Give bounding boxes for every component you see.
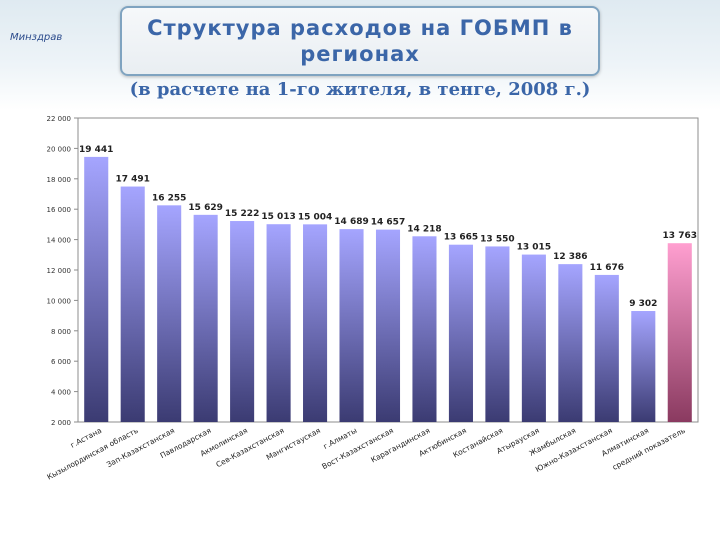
y-tick-label: 20 000: [47, 145, 72, 153]
y-tick-label: 14 000: [47, 237, 72, 245]
y-tick-label: 12 000: [47, 267, 72, 275]
bar: [339, 229, 364, 422]
bar: [266, 224, 291, 422]
bar: [375, 229, 401, 422]
y-axis: 2 000 4 000 6 000 8 000 10 000 12 000 14 000 16…: [47, 115, 78, 427]
bar: [594, 274, 619, 422]
bar-value-label: 9 302: [629, 299, 657, 309]
bar: [193, 214, 218, 422]
bar: [631, 311, 656, 422]
bar-value-label: 17 491: [115, 175, 149, 185]
y-tick-label: 4 000: [51, 389, 71, 397]
bar-value-label: 11 676: [590, 263, 624, 273]
bar-chart: 2 000 4 000 6 000 8 000 10 000 12 000 14 000 16…: [45, 115, 699, 482]
bar-value-label: 16 255: [152, 193, 186, 203]
bar: [120, 186, 145, 422]
bar: [448, 244, 473, 422]
bar-value-label: 14 689: [334, 217, 368, 227]
y-tick-label: 10 000: [47, 297, 72, 305]
y-tick-label: 16 000: [47, 206, 72, 214]
slide-subtitle: (в расчете на 1-го жителя, в тенге, 2008…: [129, 79, 591, 100]
bar-value-label: 14 218: [407, 224, 441, 234]
bar: [521, 254, 546, 422]
bars-group: [84, 156, 692, 423]
bar-value-label: 13 665: [444, 233, 478, 243]
y-tick-label: 2 000: [51, 419, 71, 427]
bar-value-label: 19 441: [79, 145, 113, 155]
bar: [558, 264, 583, 422]
bar: [412, 236, 437, 422]
ministry-logo-text: Минздрав: [10, 32, 63, 43]
bar-value-label: 13 015: [517, 243, 551, 253]
title-box: Структура расходов на ГОБМП в регионах: [120, 6, 600, 76]
bar-value-label: 15 629: [188, 203, 222, 213]
bar-value-label: 12 386: [553, 252, 587, 262]
y-tick-label: 22 000: [47, 115, 72, 123]
bar: [303, 224, 328, 422]
bar: [157, 205, 182, 422]
bar-value-label: 15 004: [298, 212, 332, 222]
bar: [667, 243, 692, 422]
bar: [230, 221, 255, 422]
bar-value-label: 15 222: [225, 209, 259, 219]
bar-value-label: 15 013: [261, 212, 295, 222]
y-tick-label: 8 000: [51, 328, 71, 336]
bar-value-label: 13 763: [663, 231, 697, 241]
y-tick-label: 6 000: [51, 358, 71, 366]
y-tick-label: 18 000: [47, 176, 72, 184]
bar: [485, 246, 510, 422]
bar-value-label: 13 550: [480, 234, 514, 244]
bar: [84, 156, 109, 423]
bar-value-label: 14 657: [371, 218, 405, 228]
slide-title: Структура расходов на ГОБМП в регионах: [147, 16, 573, 66]
